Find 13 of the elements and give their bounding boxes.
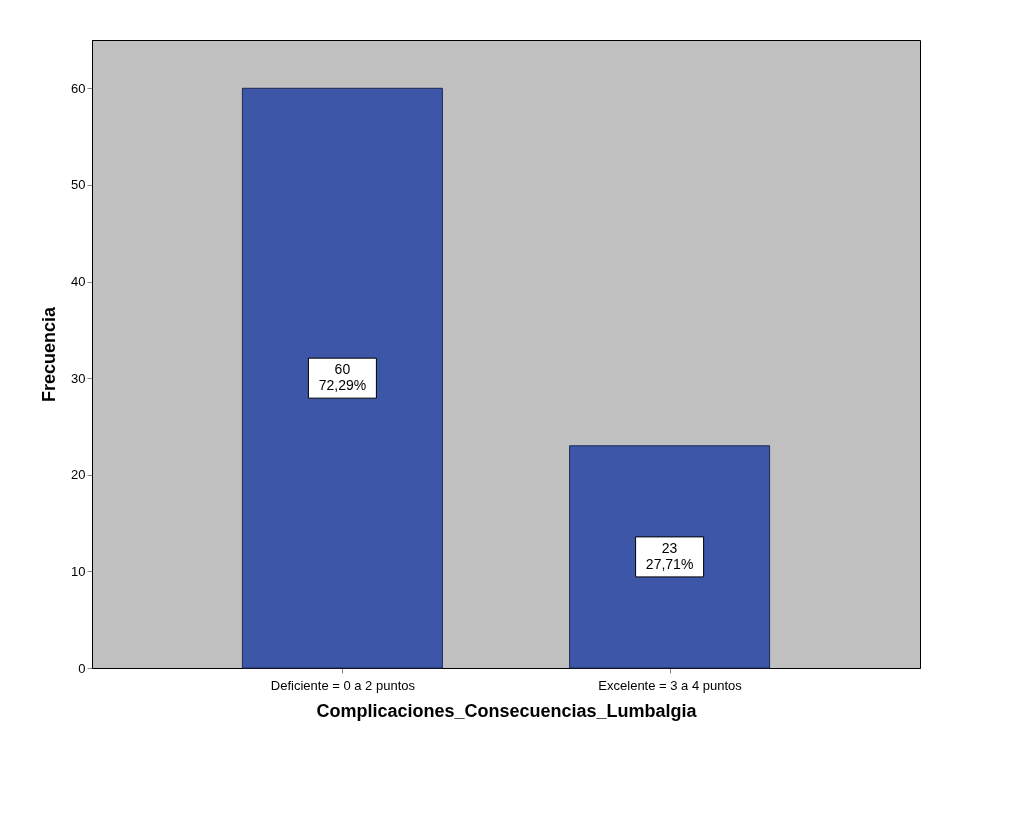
y-tick-label: 30 [71,370,86,386]
x-tick-label: Excelente = 3 a 4 puntos [598,677,743,693]
y-axis-title: Frecuencia [39,305,60,403]
y-tick-label: 40 [71,274,86,290]
data-label: 60 72,29% [318,361,367,394]
x-tick-label: Deficiente = 0 a 2 puntos [270,677,416,693]
y-tick-label: 50 [71,177,86,193]
y-tick-label: 60 [71,80,86,96]
y-tick-label: 10 [71,563,86,579]
y-tick-label: 20 [71,467,86,483]
y-tick-label: 0 [78,660,86,676]
x-axis-title: Complicaciones_Consecuencias_Lumbalgia [316,700,698,721]
data-label: 23 27,71% [645,539,694,572]
